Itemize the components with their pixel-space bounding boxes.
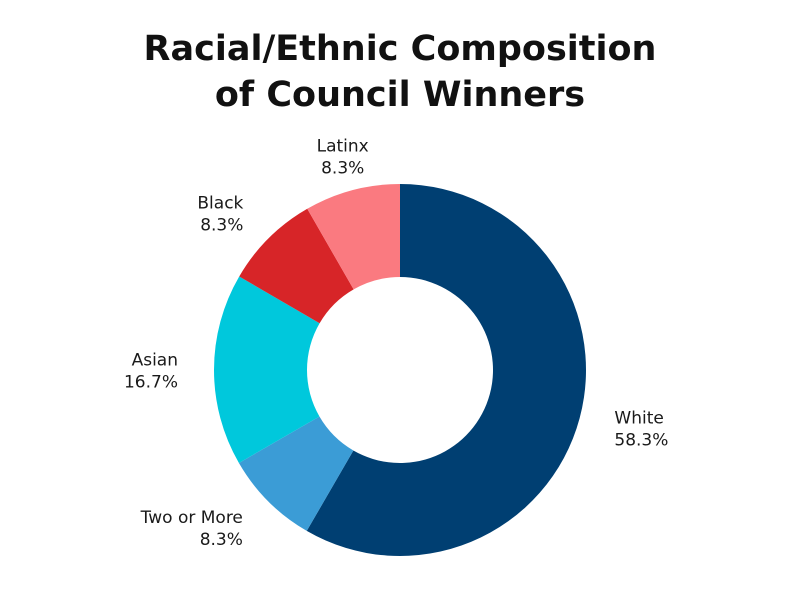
- slice-two-or-more: [238, 416, 354, 531]
- slice-labels: White 58.3%Two or More 8.3%Asian 16.7%Black…: [124, 137, 668, 550]
- slice-white: [306, 184, 586, 556]
- slice-percent: 8.3%: [321, 159, 364, 179]
- slice-percent: 8.3%: [200, 216, 243, 236]
- slice-name: Asian: [132, 351, 178, 371]
- chart-title: Racial/Ethnic Composition of Council Win…: [0, 26, 800, 118]
- slice-name: Black: [197, 194, 243, 214]
- slice-name: Latinx: [317, 137, 369, 157]
- slice-asian: [213, 276, 320, 463]
- slice-percent: 8.3%: [200, 530, 243, 550]
- slice-black: [239, 208, 354, 324]
- donut-slices: [213, 184, 586, 556]
- slice-name: White: [614, 409, 663, 429]
- chart-title-line-2: of Council Winners: [214, 75, 586, 115]
- slice-label-asian: Asian 16.7%: [124, 351, 178, 393]
- slice-label-two-or-more: Two or More 8.3%: [140, 508, 243, 550]
- slice-percent: 16.7%: [124, 373, 178, 393]
- slice-label-latinx: Latinx 8.3%: [317, 137, 369, 179]
- slice-label-black: Black 8.3%: [197, 194, 243, 236]
- chart-title-line-1: Racial/Ethnic Composition: [143, 29, 657, 69]
- slice-percent: 58.3%: [614, 431, 668, 451]
- slice-name: Two or More: [140, 508, 243, 528]
- slice-label-white: White 58.3%: [614, 409, 668, 451]
- slice-latinx: [307, 184, 400, 290]
